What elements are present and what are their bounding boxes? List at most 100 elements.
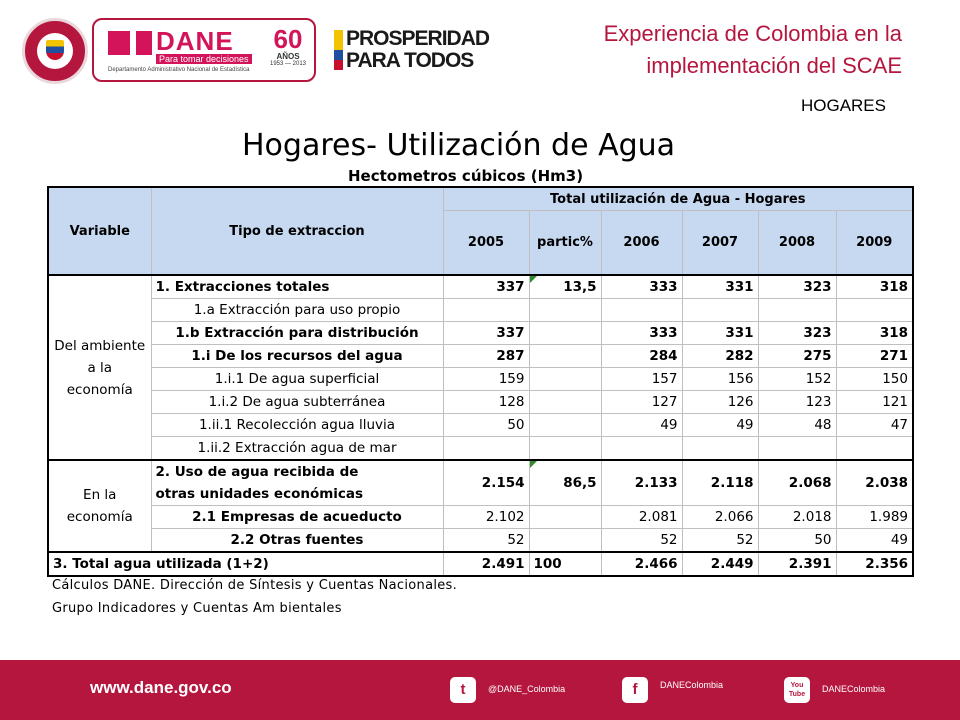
colombia-seal-icon: [22, 18, 88, 84]
row-label: 2.2 Otras fuentes: [150, 528, 444, 553]
header-year: 2009: [835, 210, 914, 276]
dane-mark-icon: [108, 31, 152, 55]
cell-value: 49: [835, 528, 914, 553]
cell-value: 159: [442, 367, 530, 391]
cell-value: [442, 436, 530, 461]
facebook-icon[interactable]: f: [622, 677, 648, 703]
cell-value: 333: [600, 321, 683, 345]
cell-value: 49: [681, 413, 759, 437]
cell-value: 156: [681, 367, 759, 391]
cell-value: 2.466: [600, 551, 683, 577]
dane-logo: DANE Para tomar decisiones Departamento …: [92, 18, 316, 82]
cell-value: [757, 436, 837, 461]
website-link[interactable]: www.dane.gov.co: [90, 678, 232, 697]
header-variable: Variable: [47, 186, 152, 276]
cell-value: 287: [442, 344, 530, 368]
cell-value: 2.118: [681, 459, 759, 506]
table-row: 2.1 Empresas de acueducto 2.102 2.081 2.…: [48, 505, 914, 529]
youtube-handle[interactable]: DANEColombia: [822, 684, 886, 694]
source-note-line2: Grupo Indicadores y Cuentas Am bientales: [52, 601, 342, 616]
presentation-title-line2: implementación del SCAE: [646, 53, 902, 78]
cell-value: 128: [442, 390, 530, 414]
slide-title: Hogares- Utilización de Agua: [242, 128, 676, 163]
cell-value: 2.356: [835, 551, 914, 577]
cell-value: 2.081: [600, 505, 683, 529]
anniversary-word: AÑOS: [276, 52, 300, 61]
row-label: 1.b Extracción para distribución: [150, 321, 444, 345]
cell-value: 2.154: [442, 459, 530, 506]
total-label: 3. Total agua utilizada (1+2): [47, 551, 444, 577]
table-row: 1.ii.2 Extracción agua de mar: [48, 436, 914, 461]
header-year: 2006: [600, 210, 683, 276]
presentation-title-line1: Experiencia de Colombia en la: [603, 21, 902, 46]
cell-value: 333: [600, 274, 683, 299]
cell-value: [528, 390, 602, 414]
flag-stripe-icon: [334, 30, 343, 70]
table-row: 1.i De los recursos del agua 287 284 282…: [48, 344, 914, 368]
cell-value: 282: [681, 344, 759, 368]
cell-value: [528, 321, 602, 345]
prosperidad-line2: PARA TODOS: [346, 49, 474, 72]
youtube-icon[interactable]: You Tube: [784, 677, 810, 703]
group-label-ambiente: Del ambiente a la economía: [47, 274, 152, 461]
cell-value: 52: [442, 528, 530, 553]
cell-value: 126: [681, 390, 759, 414]
anniversary-years: 1953 — 2013: [269, 61, 307, 67]
cell-value: 323: [757, 321, 837, 345]
cell-value: 52: [600, 528, 683, 553]
cell-value: 86,5: [528, 459, 602, 506]
water-use-table: Variable Tipo de extraccion Total utiliz…: [47, 186, 914, 577]
cell-value: [528, 298, 602, 322]
cell-value: 121: [835, 390, 914, 414]
header-year: partic%: [528, 210, 602, 276]
cell-value: [681, 436, 759, 461]
row-label: 2.1 Empresas de acueducto: [150, 505, 444, 529]
anniversary-badge: 60 AÑOS 1953 — 2013: [264, 26, 312, 67]
cell-value: [528, 505, 602, 529]
row-label: 1.ii.1 Recolección agua lluvia: [150, 413, 444, 437]
anniversary-number: 60: [273, 24, 303, 54]
cell-value: 2.018: [757, 505, 837, 529]
cell-value: 100: [528, 551, 602, 577]
cell-value: [442, 298, 530, 322]
cell-value: [835, 298, 914, 322]
twitter-handle[interactable]: @DANE_Colombia: [488, 684, 566, 694]
footer-bar: www.dane.gov.co t @DANE_Colombia f DANEC…: [0, 660, 960, 720]
table-row: En la economía 2. Uso de agua recibida d…: [47, 459, 914, 553]
table-row: 2.2 Otras fuentes 52 52 52 50 49: [48, 528, 914, 553]
cell-value: 157: [600, 367, 683, 391]
row-label: 1.a Extracción para uso propio: [150, 298, 444, 322]
cell-value: [528, 413, 602, 437]
table-row: 1.a Extracción para uso propio: [48, 298, 914, 322]
table-row-total: 3. Total agua utilizada (1+2) 2.491 100 …: [47, 551, 914, 577]
cell-value: 1.989: [835, 505, 914, 529]
cell-value: 2.133: [600, 459, 683, 506]
header-year: 2008: [757, 210, 837, 276]
table-row: 1.ii.1 Recolección agua lluvia 50 49 49 …: [48, 413, 914, 437]
facebook-handle[interactable]: DANEColombia: [660, 680, 724, 690]
cell-value: [600, 298, 683, 322]
header-total: Total utilización de Agua - Hogares: [442, 186, 914, 211]
cell-value: [757, 298, 837, 322]
header-year: 2005: [442, 210, 530, 276]
cell-value: 50: [757, 528, 837, 553]
cell-value: 2.391: [757, 551, 837, 577]
row-label-line: 2. Uso de agua recibida de: [155, 464, 359, 480]
cell-value: 52: [681, 528, 759, 553]
row-label-line: otras unidades económicas: [155, 486, 364, 502]
twitter-icon[interactable]: t: [450, 677, 476, 703]
cell-value: [528, 436, 602, 461]
dane-tagline: Para tomar decisiones: [156, 54, 252, 64]
cell-value: 50: [442, 413, 530, 437]
table-row: 1.b Extracción para distribución 337 333…: [48, 321, 914, 345]
table-row: 1.i.1 De agua superficial 159 157 156 15…: [48, 367, 914, 391]
cell-value: 2.038: [835, 459, 914, 506]
cell-value: 318: [835, 321, 914, 345]
cell-value: 48: [757, 413, 837, 437]
row-label: 1.i.1 De agua superficial: [150, 367, 444, 391]
source-note-line1: Cálculos DANE. Dirección de Síntesis y C…: [52, 578, 458, 593]
cell-value: 337: [442, 321, 530, 345]
cell-value: 49: [600, 413, 683, 437]
cell-value: 318: [835, 274, 914, 299]
header-year: 2007: [681, 210, 759, 276]
